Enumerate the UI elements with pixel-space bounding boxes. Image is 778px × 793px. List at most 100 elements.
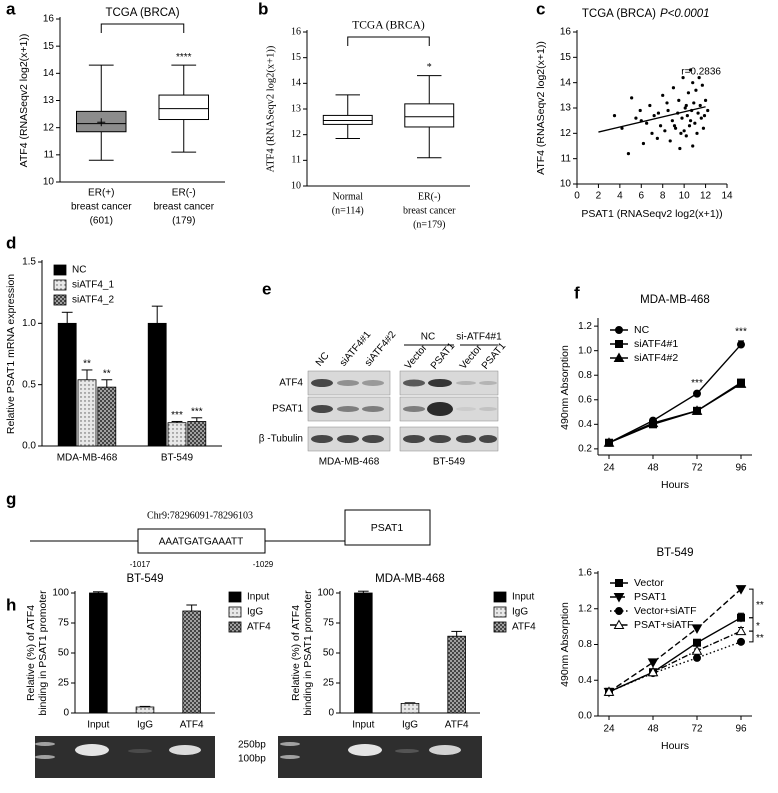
pcr-gels: 250bp 100bp bbox=[35, 736, 482, 778]
bar bbox=[187, 421, 207, 447]
x-tick-label: 10 bbox=[679, 191, 691, 202]
point bbox=[691, 144, 695, 148]
panel-label: e bbox=[262, 279, 271, 298]
y-tick-label: 16 bbox=[43, 14, 55, 25]
binding-site-box bbox=[137, 528, 266, 554]
y-axis-label: binding in PSAT1 promoter bbox=[302, 590, 314, 716]
legend-swatch bbox=[493, 621, 507, 633]
comparison-bracket bbox=[100, 23, 185, 33]
annotation: r=0.2836 bbox=[681, 67, 721, 78]
legend-label: IgG bbox=[247, 607, 263, 618]
y-tick-label: 0 bbox=[328, 708, 334, 719]
y-tick-label: 12 bbox=[291, 129, 301, 140]
x-tick-label: 96 bbox=[735, 724, 747, 735]
significance: * bbox=[756, 621, 760, 632]
marker bbox=[735, 378, 747, 388]
significance: *** bbox=[191, 406, 203, 417]
point bbox=[672, 124, 677, 128]
y-axis-label: ATF4 (RNASeqv2 log2(x+1)) bbox=[535, 41, 547, 175]
line bbox=[608, 588, 742, 693]
x-tick-label: 72 bbox=[691, 463, 703, 474]
point bbox=[696, 111, 700, 115]
marker bbox=[615, 340, 623, 348]
western-blot: NC siATF4#1 siATF4#2 NC si-ATF4#1 Vector… bbox=[259, 329, 509, 468]
marker bbox=[693, 638, 701, 647]
point bbox=[686, 91, 691, 95]
point bbox=[626, 152, 631, 156]
marker bbox=[615, 607, 623, 615]
bar bbox=[182, 610, 201, 714]
bar bbox=[167, 422, 187, 447]
gel bbox=[35, 736, 215, 778]
p-value: P<0.0001 bbox=[660, 8, 710, 20]
chart-title: MDA-MB-468 bbox=[375, 573, 445, 585]
panel-label: d bbox=[6, 233, 16, 252]
start-position: -1017 bbox=[130, 560, 151, 569]
promoter-diagram: AAATGATGAAATT Chr9:78296091-78296103 -10… bbox=[30, 509, 431, 569]
point bbox=[688, 119, 693, 123]
legend-label: PSAT+siATF bbox=[634, 619, 693, 631]
region: Chr9:78296091-78296103 bbox=[147, 510, 253, 521]
significance: *** bbox=[171, 410, 183, 421]
y-tick-label: 1.5 bbox=[22, 257, 36, 268]
y-tick-label: 50 bbox=[323, 648, 335, 659]
x-tick-label: (n=114) bbox=[332, 205, 364, 216]
point bbox=[668, 139, 672, 143]
y-tick-label: 14 bbox=[43, 68, 55, 79]
x-tick-label: MDA-MB-468 bbox=[57, 453, 118, 464]
x-tick-label: 0 bbox=[574, 191, 580, 202]
comparison-bracket bbox=[749, 588, 754, 619]
legend-swatch bbox=[228, 621, 242, 633]
x-axis-label: Hours bbox=[661, 479, 689, 491]
legend-label: Vector bbox=[634, 577, 664, 589]
y-tick-label: 0.0 bbox=[578, 711, 592, 722]
x-tick-label: breast cancer bbox=[153, 202, 214, 213]
legend-label: IgG bbox=[512, 607, 528, 618]
x-tick-label: ER(+) bbox=[88, 188, 114, 199]
x-tick-label: breast cancer bbox=[71, 202, 132, 213]
legend-swatch bbox=[53, 264, 67, 276]
y-tick-label: 10 bbox=[291, 180, 301, 191]
chart-title: BT-549 bbox=[126, 573, 163, 585]
y-tick-label: 1.0 bbox=[22, 318, 36, 329]
point bbox=[706, 108, 710, 113]
comparison-bracket bbox=[749, 630, 754, 643]
marker bbox=[613, 352, 625, 362]
marker bbox=[603, 686, 615, 696]
point bbox=[687, 124, 692, 128]
bar bbox=[89, 592, 108, 714]
x-tick-label: 72 bbox=[691, 724, 703, 735]
significance: **** bbox=[176, 52, 192, 63]
y-tick-label: 0.8 bbox=[578, 370, 592, 381]
box bbox=[322, 114, 373, 125]
point bbox=[691, 81, 695, 85]
chart-line: 0.2 0.4 0.6 0.8 1.0 1.2 490nm Absorption Hours 2… bbox=[559, 294, 752, 491]
point bbox=[700, 83, 704, 87]
gel-bands bbox=[35, 742, 461, 759]
point bbox=[620, 126, 624, 130]
x-tick-label: Input bbox=[352, 720, 374, 731]
marker bbox=[691, 645, 703, 655]
bar bbox=[447, 635, 466, 714]
point bbox=[702, 114, 707, 118]
point bbox=[658, 124, 663, 128]
marker bbox=[647, 658, 659, 668]
legend-label: Vector+siATF bbox=[634, 605, 697, 617]
point bbox=[670, 119, 674, 123]
point bbox=[694, 88, 698, 92]
line bbox=[608, 630, 742, 693]
point bbox=[679, 131, 683, 135]
legend-swatch bbox=[493, 591, 507, 603]
y-axis-label: ATF4 (RNASeqv2 log2(x+1)) bbox=[265, 45, 276, 172]
marker bbox=[603, 437, 615, 447]
y-tick-label: 12 bbox=[560, 128, 572, 139]
chart-title: TCGA (BRCA) bbox=[352, 20, 425, 32]
chart-title: TCGA (BRCA) bbox=[105, 7, 179, 19]
legend-label: PSAT1 bbox=[634, 591, 667, 603]
x-tick-label: Input bbox=[87, 720, 109, 731]
gene-label: PSAT1 bbox=[371, 522, 404, 534]
legend-label: NC bbox=[634, 324, 650, 336]
point bbox=[673, 126, 678, 130]
point bbox=[656, 111, 661, 115]
